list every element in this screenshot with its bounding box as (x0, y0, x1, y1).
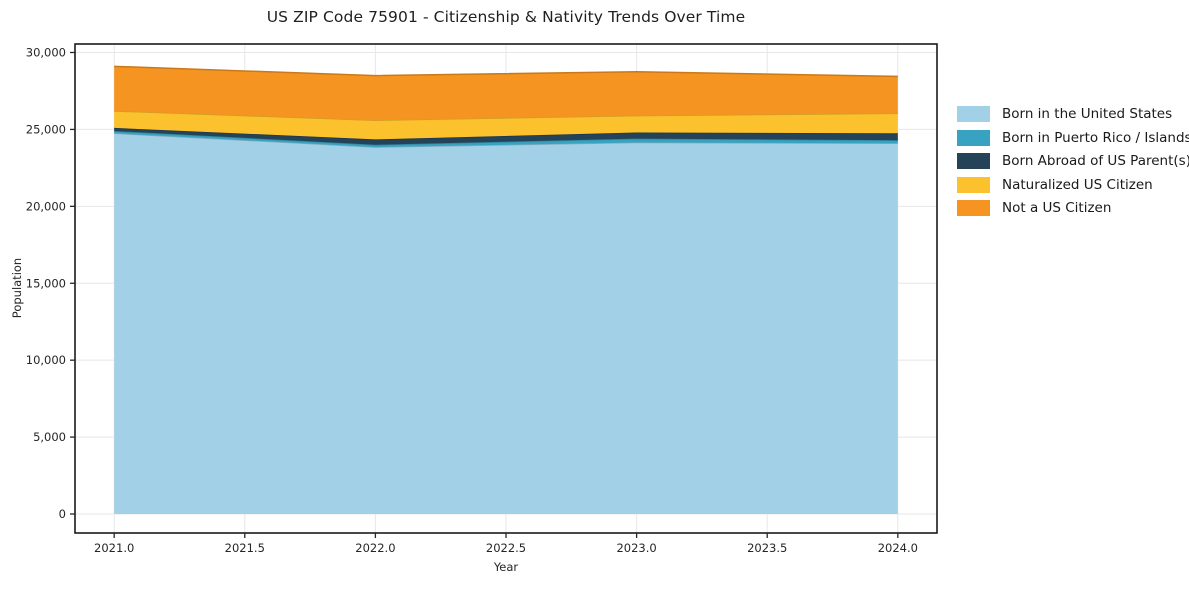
ytick-label: 25,000 (26, 122, 66, 136)
ytick-label: 15,000 (26, 276, 66, 290)
xtick-label: 2023.0 (616, 541, 656, 555)
legend-swatch-icon (957, 176, 990, 193)
legend-item-3: Naturalized US Citizen (957, 176, 1189, 193)
legend-item-4: Not a US Citizen (957, 200, 1189, 216)
legend-swatch-icon (957, 153, 990, 169)
xtick-label: 2022.5 (486, 541, 526, 555)
ytick-label: 10,000 (26, 353, 66, 367)
y-axis-label: Population (10, 257, 24, 319)
legend-label: Naturalized US Citizen (1002, 176, 1153, 193)
ytick-label: 30,000 (26, 46, 66, 60)
xtick-label: 2023.5 (747, 541, 787, 555)
chart-title: US ZIP Code 75901 - Citizenship & Nativi… (266, 8, 746, 26)
xtick-label: 2024.0 (878, 541, 918, 555)
legend-item-2: Born Abroad of US Parent(s) (957, 153, 1189, 169)
area-band-1 (114, 130, 898, 148)
legend-label: Not a US Citizen (1002, 200, 1112, 216)
legend-label: Born in Puerto Rico / Islands (1002, 129, 1189, 146)
area-band-edge-4 (114, 65, 898, 78)
ytick-label: 5,000 (33, 430, 66, 444)
ytick-label: 0 (59, 507, 66, 521)
legend: Born in the United States Born in Puerto … (957, 106, 1189, 224)
x-axis-label: Year (493, 560, 519, 574)
legend-label: Born in the United States (1002, 106, 1173, 122)
legend-swatch-icon (957, 129, 990, 146)
legend-swatch-icon (957, 106, 990, 122)
legend-item-1: Born in Puerto Rico / Islands (957, 129, 1189, 146)
area-band-edge-1 (114, 130, 898, 146)
xtick-label: 2021.0 (94, 541, 134, 555)
area-band-4 (114, 66, 898, 121)
legend-label: Born Abroad of US Parent(s) (1002, 153, 1189, 169)
xtick-label: 2022.0 (355, 541, 395, 555)
legend-item-0: Born in the United States (957, 106, 1189, 122)
ytick-label: 20,000 (26, 199, 66, 213)
area-band-0 (114, 133, 898, 515)
xtick-label: 2021.5 (225, 541, 265, 555)
legend-swatch-icon (957, 200, 990, 216)
